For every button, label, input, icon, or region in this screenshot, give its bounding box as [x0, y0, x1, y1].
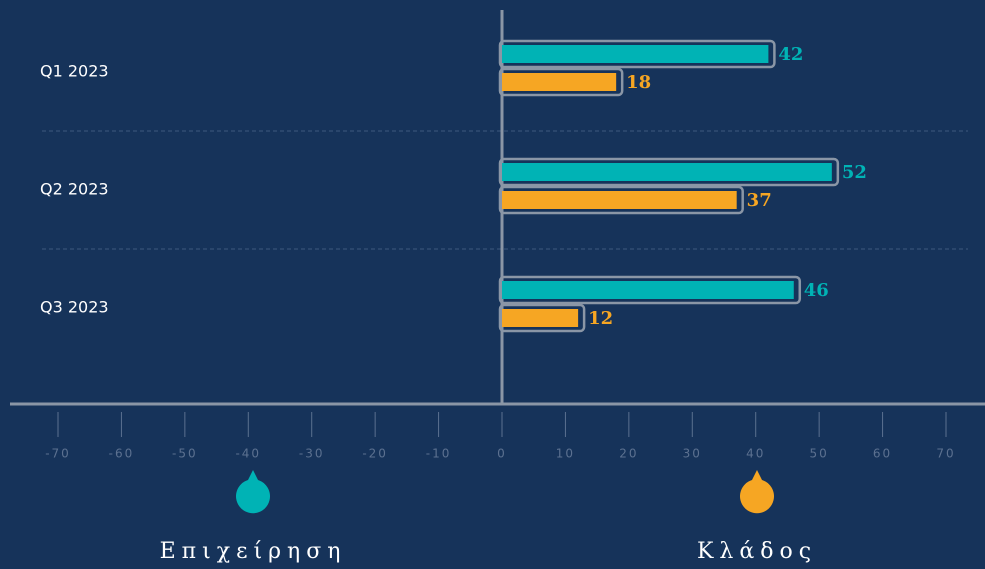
bar [502, 45, 769, 63]
value-label: 52 [842, 162, 867, 183]
bar [502, 309, 579, 327]
bar [502, 163, 832, 181]
value-label: 18 [626, 72, 651, 93]
x-tick-label: -20 [362, 447, 388, 461]
x-tick-label: -30 [299, 447, 325, 461]
x-tick-label: 60 [873, 447, 892, 461]
x-tick-label: 30 [683, 447, 702, 461]
x-tick-label: 20 [619, 447, 638, 461]
legend-marker [235, 470, 270, 514]
bar-outline [498, 185, 744, 215]
bar [502, 73, 617, 91]
value-label: 12 [588, 308, 613, 329]
x-tick-label: -50 [172, 447, 198, 461]
legend-label: Κλάδος [697, 539, 817, 564]
category-label: Q1 2023 [40, 62, 109, 81]
value-label: 37 [747, 190, 772, 211]
x-tick-label: -10 [426, 447, 452, 461]
bar [502, 281, 794, 299]
value-label: 42 [778, 44, 803, 65]
x-tick-label: -60 [109, 447, 135, 461]
x-tick-label: 70 [936, 447, 955, 461]
x-tick-label: 40 [746, 447, 765, 461]
legend-label: Επιχείρηση [160, 539, 347, 564]
x-tick-label: -40 [235, 447, 261, 461]
x-tick-label: 50 [810, 447, 829, 461]
bar-outline [498, 67, 624, 97]
value-label: 46 [804, 280, 829, 301]
bar-outline [498, 39, 776, 69]
category-label: Q2 2023 [40, 180, 109, 199]
bar-outline [498, 303, 586, 333]
x-tick-label: 0 [497, 447, 507, 461]
x-tick-label: 10 [556, 447, 575, 461]
x-tick-label: -70 [45, 447, 71, 461]
bar-outline [498, 275, 802, 305]
legend-marker [740, 470, 774, 514]
category-label: Q3 2023 [40, 298, 109, 317]
bar-outline [498, 157, 840, 187]
bar [502, 191, 737, 209]
